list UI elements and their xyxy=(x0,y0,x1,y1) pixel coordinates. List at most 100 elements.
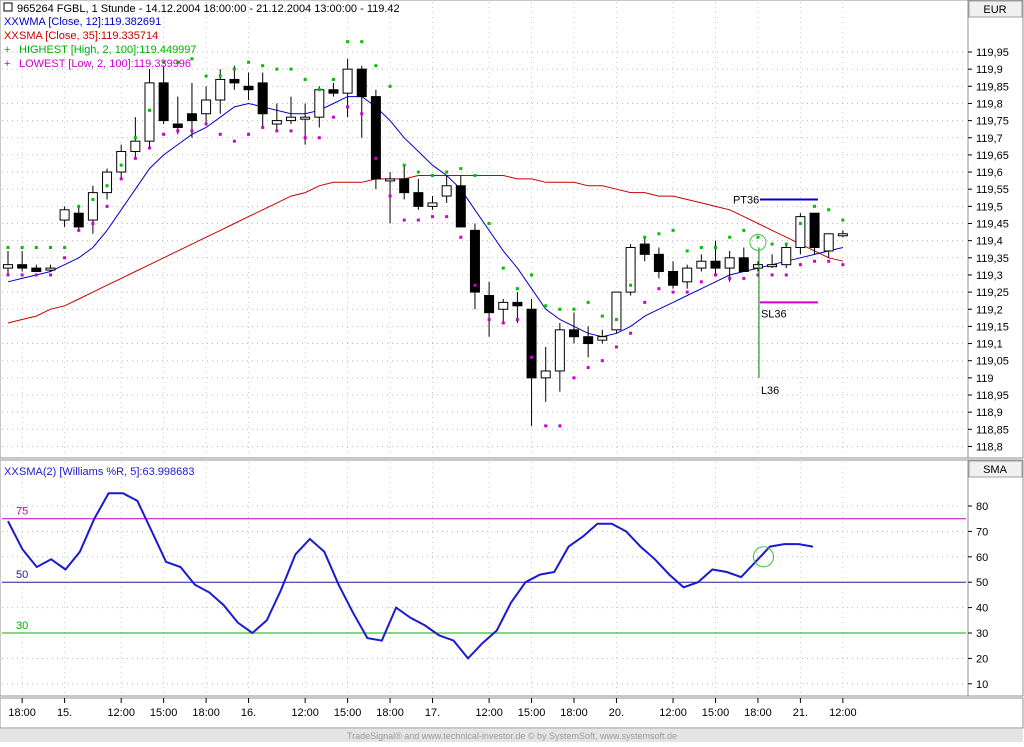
candle-body xyxy=(370,96,381,180)
highest-dot xyxy=(34,246,38,250)
candle-body xyxy=(158,82,169,122)
candle-body xyxy=(809,212,820,249)
lowest-dot xyxy=(445,215,449,219)
lowest-dot xyxy=(360,112,364,116)
price-tick-label: 119,4 xyxy=(976,236,1003,248)
lowest-dot xyxy=(756,273,760,277)
lowest-dot xyxy=(770,273,774,277)
lowest-dot xyxy=(133,156,137,160)
candle-body xyxy=(526,308,537,379)
lowest-dot xyxy=(487,318,491,322)
highest-dot xyxy=(431,173,434,177)
highest-dot xyxy=(317,88,321,92)
highest-dot xyxy=(204,74,208,78)
lowest-dot xyxy=(346,105,350,109)
candle-body xyxy=(130,140,141,152)
candle-body xyxy=(569,329,579,338)
highest-dot xyxy=(133,136,137,140)
lowest-dot xyxy=(671,290,675,294)
candle-body xyxy=(724,257,735,269)
time-tick-label: 15:00 xyxy=(334,707,362,719)
highest-dot xyxy=(289,67,293,71)
price-tick-label: 118,9 xyxy=(976,407,1003,419)
price-tick-label: 119,35 xyxy=(976,253,1009,265)
time-tick-label: 15:00 xyxy=(518,707,546,719)
lowest-dot xyxy=(600,359,604,363)
panel-menu-icon[interactable] xyxy=(3,2,13,12)
candle-body xyxy=(455,185,466,228)
highest-dot xyxy=(261,64,265,68)
lowest-dot xyxy=(303,136,307,140)
candle-body xyxy=(639,243,650,255)
highest-dot xyxy=(530,273,534,277)
lowest-dot xyxy=(629,331,633,335)
candle-body xyxy=(512,301,523,307)
candle-body xyxy=(300,116,311,120)
price-tick-label: 119,65 xyxy=(976,150,1009,162)
lowest-dot xyxy=(416,218,420,222)
price-tick-label: 118,85 xyxy=(976,424,1009,436)
time-tick-label: 15:00 xyxy=(150,707,178,719)
highest-dot xyxy=(402,163,406,167)
osc-level-label: 50 xyxy=(16,569,28,581)
lowest-dot xyxy=(388,194,392,198)
lowest-dot xyxy=(841,263,845,267)
candle-body xyxy=(342,68,353,94)
candle-body xyxy=(257,82,268,115)
highest-dot xyxy=(827,208,831,212)
sma-tab[interactable] xyxy=(968,460,1023,478)
candle-body xyxy=(116,150,127,173)
candle-body xyxy=(795,216,806,249)
time-tick-label: 17. xyxy=(425,707,440,719)
price-tick-label: 119,95 xyxy=(976,47,1009,59)
price-tick-label: 119,5 xyxy=(976,201,1003,213)
lowest-dot xyxy=(48,273,52,277)
legend-entry: SMA [Close, 35]:119.335714 xyxy=(19,30,158,42)
highest-dot xyxy=(48,246,52,250)
highest-dot xyxy=(176,60,180,64)
osc-tick-label: 50 xyxy=(976,577,988,589)
candle-body xyxy=(540,370,551,379)
legend-entry: HIGHEST [High, 2, 100]:119.449997 xyxy=(19,44,197,56)
highest-dot xyxy=(544,304,548,308)
candle-body xyxy=(668,271,679,286)
osc-level-label: 75 xyxy=(16,506,28,518)
highest-dot xyxy=(275,67,279,71)
lowest-dot xyxy=(402,218,406,222)
highest-dot xyxy=(813,204,817,208)
williams-sma-line xyxy=(7,492,814,660)
candle-body xyxy=(498,301,509,310)
footer-bar xyxy=(0,729,1023,742)
price-tick-label: 119,15 xyxy=(976,321,1009,333)
highest-dot xyxy=(699,246,703,250)
currency-label: EUR xyxy=(983,4,1006,16)
lowest-dot xyxy=(105,204,109,208)
highest-dot xyxy=(614,318,618,322)
highest-dot xyxy=(798,222,802,225)
lowest-dot xyxy=(317,136,321,140)
candle-body xyxy=(144,82,155,142)
lowest-dot xyxy=(699,280,703,284)
highest-dot xyxy=(119,163,123,167)
candle-body xyxy=(31,267,42,273)
candle-body xyxy=(554,329,565,372)
time-tick-label: 20. xyxy=(609,707,624,719)
candle-body xyxy=(696,260,707,269)
lowest-dot xyxy=(544,424,548,428)
l36-label: L36 xyxy=(761,385,779,397)
currency-tab[interactable] xyxy=(968,0,1023,18)
highest-dot xyxy=(784,242,788,246)
candle-body xyxy=(201,99,212,115)
price-axis-panel xyxy=(967,0,1024,459)
candle-body xyxy=(837,233,848,237)
price-tick-label: 119,9 xyxy=(976,64,1003,76)
osc-tick-label: 20 xyxy=(976,653,988,665)
price-tick-label: 119,55 xyxy=(976,184,1009,196)
highest-dot xyxy=(218,74,222,78)
lowest-dot xyxy=(728,276,732,280)
candle-body xyxy=(17,264,28,269)
osc-tick-label: 30 xyxy=(976,628,988,640)
lowest-dot xyxy=(515,318,519,322)
lowest-dot xyxy=(247,132,251,136)
